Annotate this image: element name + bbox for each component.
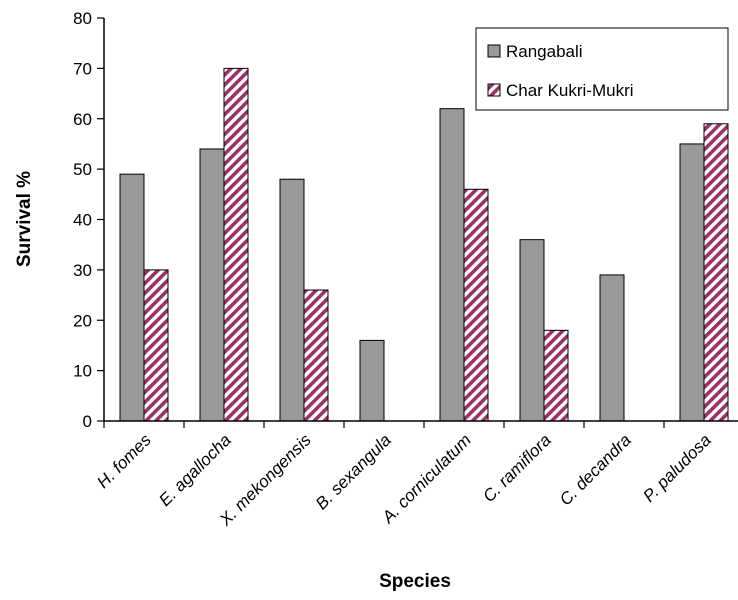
category-label: P. paludosa bbox=[639, 430, 714, 505]
y-ticks: 0 10 20 30 40 50 60 70 80 bbox=[73, 9, 104, 431]
bar-char-kukri-mukri bbox=[223, 67, 249, 422]
bar-rangabali bbox=[279, 178, 305, 422]
legend-label-rangabali: Rangabali bbox=[506, 42, 583, 61]
y-tick-label: 70 bbox=[73, 59, 92, 78]
y-tick-label: 80 bbox=[73, 9, 92, 28]
y-tick-label: 0 bbox=[83, 412, 92, 431]
bars-layer bbox=[119, 67, 729, 422]
y-axis-title: Survival % bbox=[14, 171, 35, 267]
y-tick-label: 60 bbox=[73, 110, 92, 129]
bar-char-kukri-mukri bbox=[463, 188, 489, 422]
legend: Rangabali Char Kukri-Mukri bbox=[475, 27, 729, 111]
category-label: C. ramiflora bbox=[479, 430, 555, 506]
bar-char-kukri-mukri bbox=[303, 289, 329, 422]
y-tick-label: 20 bbox=[73, 311, 92, 330]
bar-rangabali bbox=[439, 108, 465, 422]
bar-rangabali bbox=[359, 339, 385, 422]
x-ticks bbox=[103, 421, 665, 428]
x-axis-title: Species bbox=[379, 571, 451, 592]
bar-rangabali bbox=[599, 274, 625, 422]
y-tick-label: 30 bbox=[73, 261, 92, 280]
y-tick-label: 40 bbox=[73, 211, 92, 230]
bar-char-kukri-mukri bbox=[703, 123, 729, 422]
bar-char-kukri-mukri bbox=[543, 329, 569, 422]
bar-rangabali bbox=[119, 173, 145, 422]
bar-rangabali bbox=[199, 148, 225, 422]
category-label: C. decandra bbox=[556, 430, 635, 509]
legend-swatch-rangabali bbox=[487, 44, 501, 58]
y-tick-label: 10 bbox=[73, 362, 92, 381]
category-label: H. fomes bbox=[93, 430, 155, 492]
bar-char-kukri-mukri bbox=[143, 269, 169, 422]
y-tick-label: 50 bbox=[73, 160, 92, 179]
bar-rangabali bbox=[679, 143, 705, 422]
bar-rangabali bbox=[519, 239, 545, 422]
legend-label-char-kukri-mukri: Char Kukri-Mukri bbox=[506, 81, 634, 100]
legend-swatch-char-kukri-mukri bbox=[487, 83, 501, 97]
category-label: E. agallocha bbox=[155, 430, 235, 510]
category-label: B. sexangula bbox=[312, 430, 395, 513]
legend-box bbox=[475, 27, 729, 111]
